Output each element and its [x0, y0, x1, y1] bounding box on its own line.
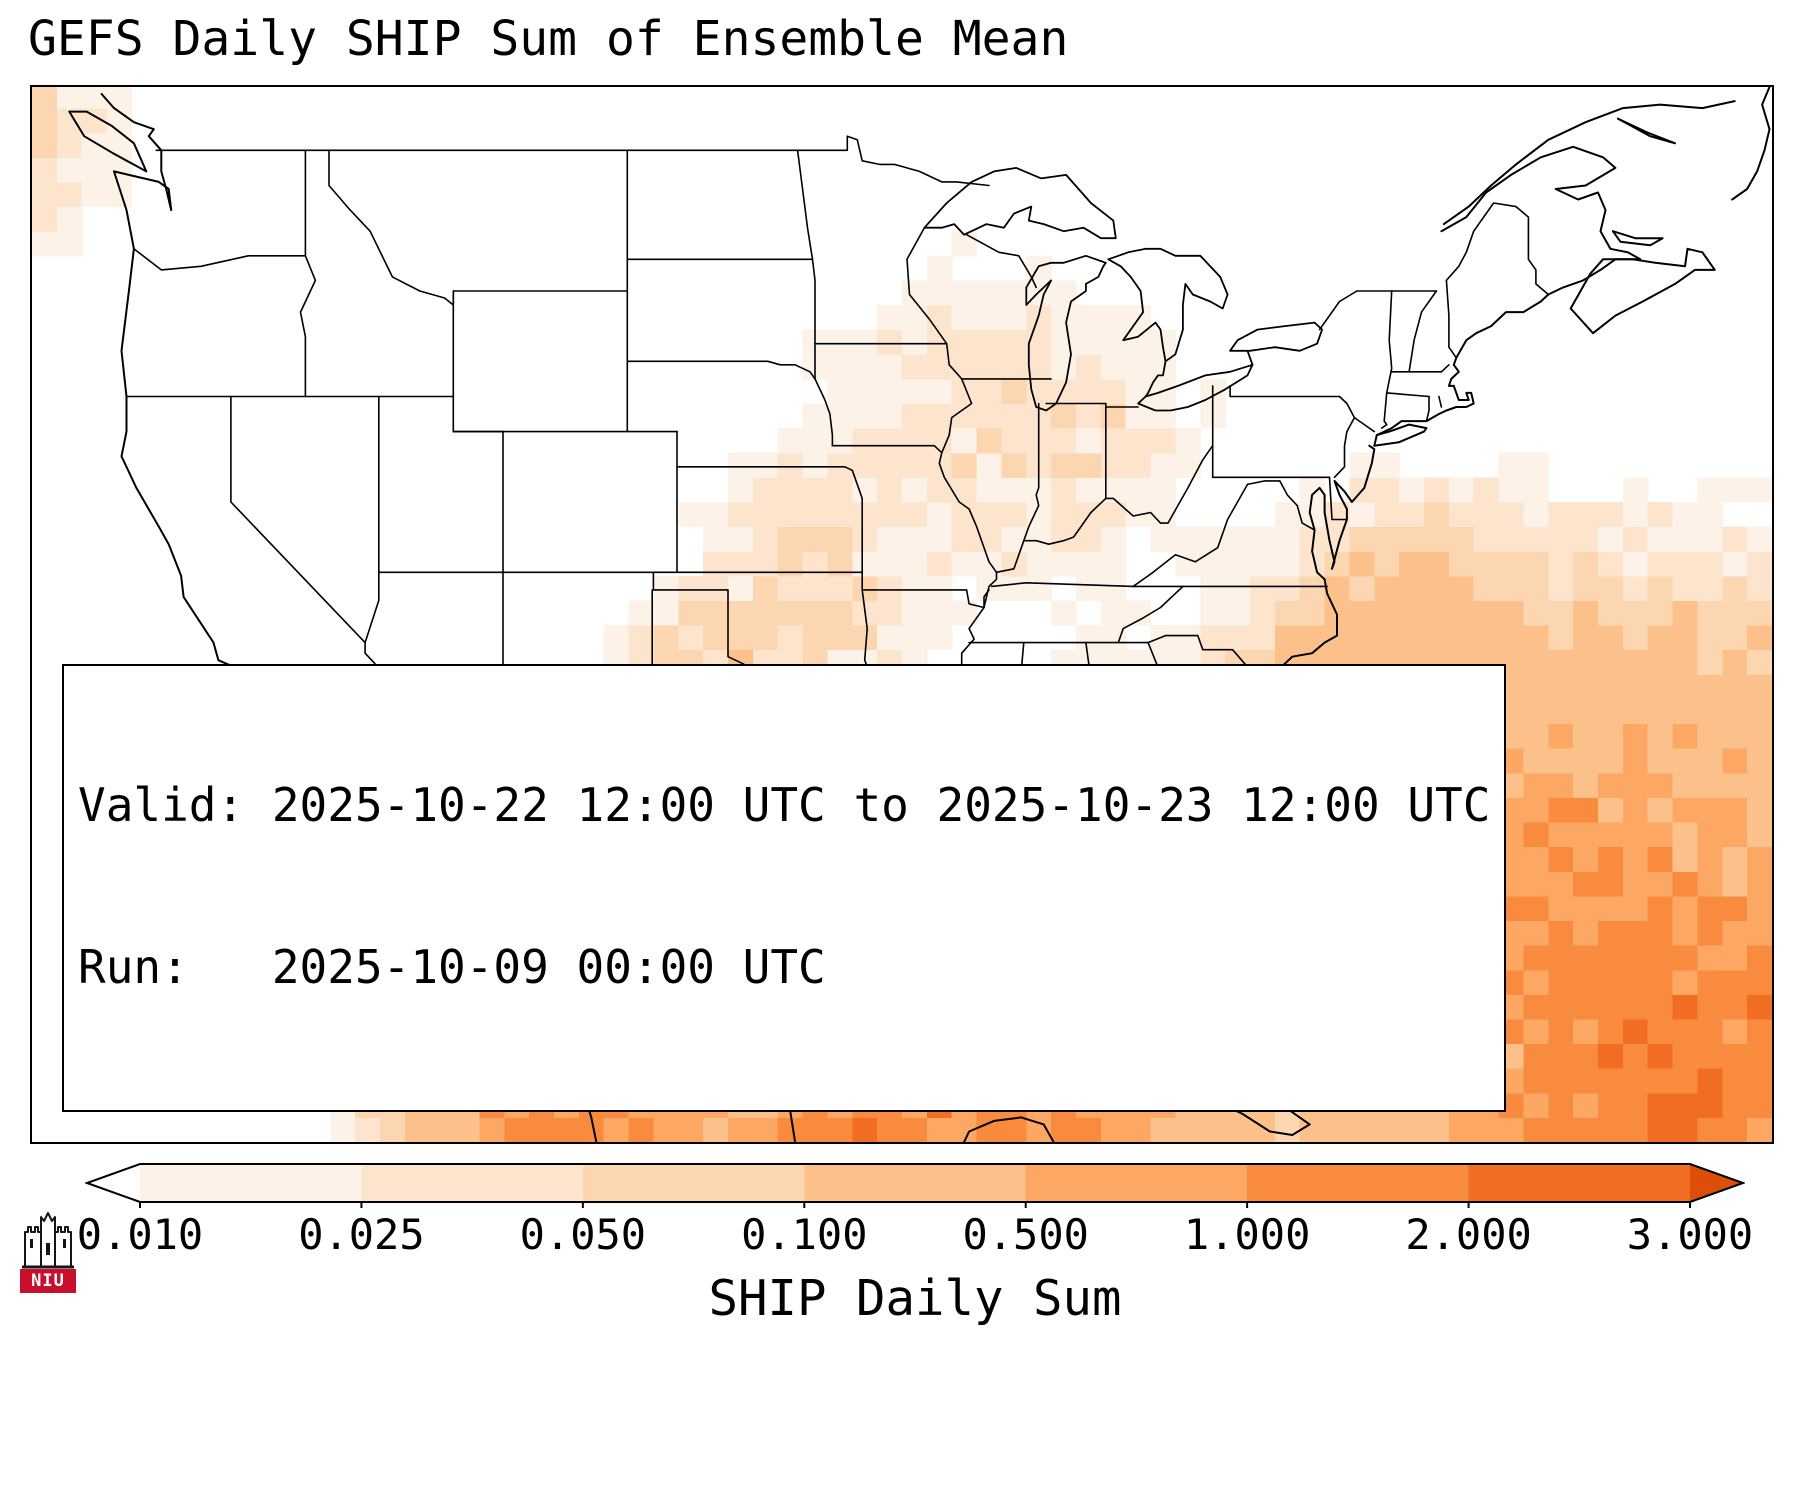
lakes-layer — [923, 167, 1323, 412]
colorbar-tick-label: 0.500 — [962, 1210, 1089, 1259]
colorbar-label: SHIP Daily Sum — [708, 1270, 1122, 1327]
info-box: Valid: 2025-10-22 12:00 UTC to 2025-10-2… — [62, 664, 1507, 1112]
colorbar-tick-label: 1.000 — [1183, 1210, 1311, 1259]
colorbar-tick-label: 0.025 — [298, 1210, 425, 1259]
run-line: Run: 2025-10-09 00:00 UTC — [78, 940, 826, 994]
niu-logo: NIU — [20, 1205, 76, 1293]
valid-line: Valid: 2025-10-22 12:00 UTC to 2025-10-2… — [78, 778, 1491, 832]
colorbar-bar — [85, 1163, 1745, 1208]
map-frame: Valid: 2025-10-22 12:00 UTC to 2025-10-2… — [30, 85, 1774, 1144]
niu-logo-text: NIU — [20, 1269, 76, 1293]
colorbar-tick-label: 0.010 — [76, 1210, 204, 1259]
colorbar-tick-label: 0.050 — [519, 1210, 647, 1259]
colorbar-tick-label: 2.000 — [1405, 1210, 1532, 1259]
page-title: GEFS Daily SHIP Sum of Ensemble Mean — [28, 11, 1069, 67]
colorbar: 0.010 0.025 0.050 0.100 0.500 1.000 2.000 3.000… — [77, 1162, 1753, 1327]
colorbar-tick-label: 3.000 — [1626, 1210, 1754, 1259]
colorbar-ticks: 0.010 0.025 0.050 0.100 0.500 1.000 2.000 3.000 — [77, 1210, 1753, 1262]
colorbar-tick-label: 0.100 — [741, 1210, 868, 1259]
castle-icon — [22, 1212, 74, 1269]
